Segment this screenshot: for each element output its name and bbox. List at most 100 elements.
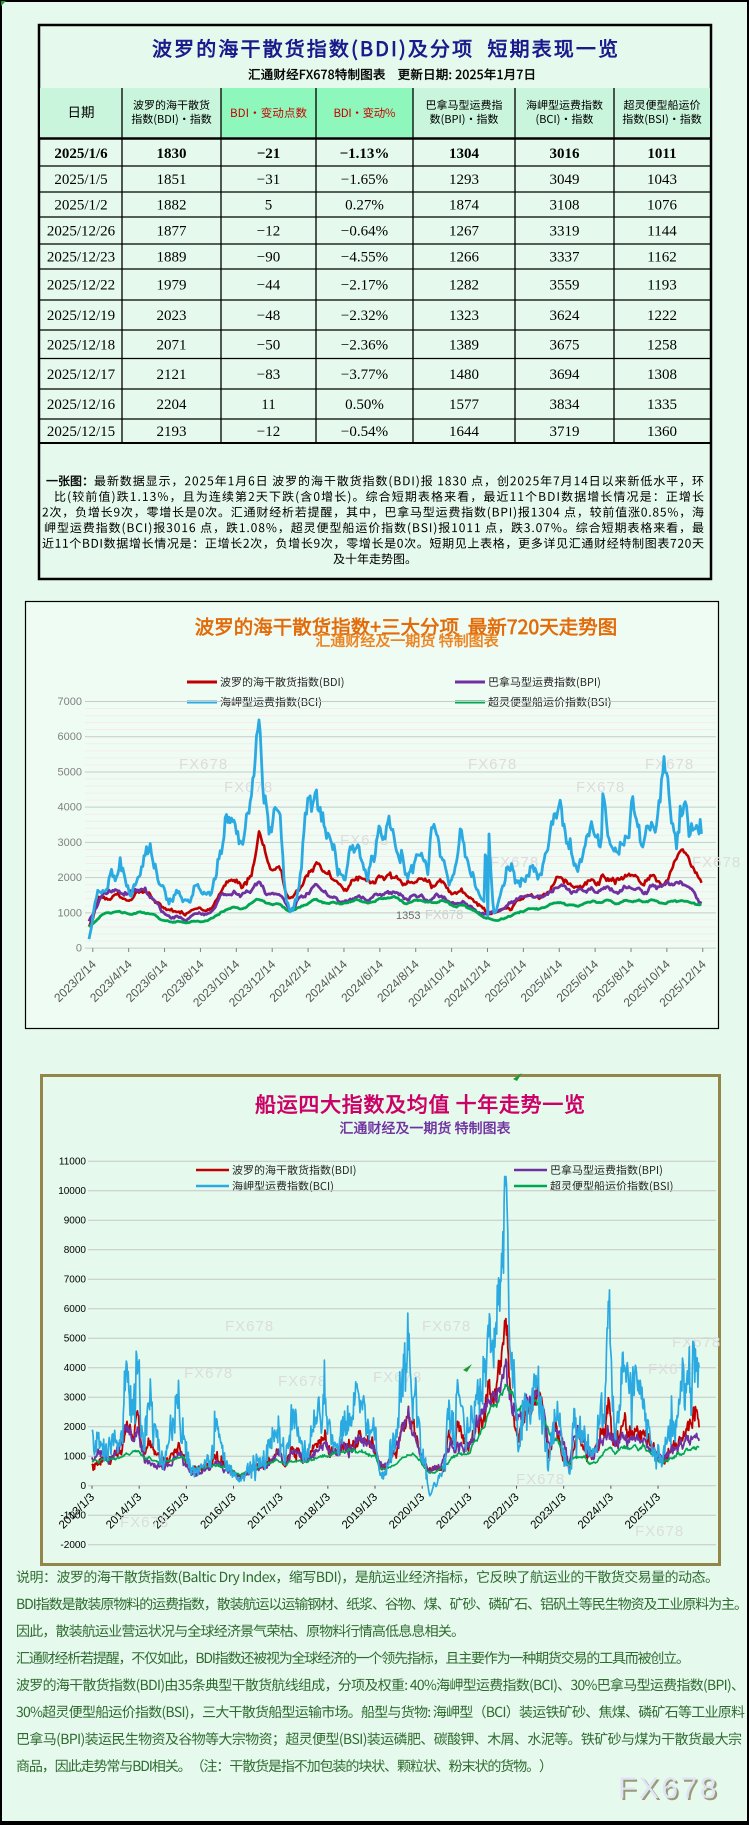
- svg-text:2000: 2000: [58, 872, 82, 884]
- svg-text:5000: 5000: [58, 766, 82, 778]
- svg-text:−31: −31: [257, 172, 280, 188]
- svg-text:2025/12/23: 2025/12/23: [47, 250, 115, 266]
- svg-text:1323: 1323: [449, 308, 479, 324]
- svg-text:1222: 1222: [647, 308, 677, 324]
- svg-text:−90: −90: [257, 250, 280, 266]
- svg-text:2193: 2193: [157, 424, 187, 440]
- svg-text:FX678: FX678: [425, 907, 463, 922]
- svg-text:3049: 3049: [550, 172, 580, 188]
- svg-text:0.27%: 0.27%: [345, 198, 384, 214]
- svg-text:−1.65%: −1.65%: [341, 172, 388, 188]
- svg-text:3319: 3319: [550, 224, 580, 240]
- svg-text:−3.77%: −3.77%: [341, 367, 388, 383]
- svg-text:FX678: FX678: [278, 1373, 327, 1390]
- svg-text:4000: 4000: [64, 1363, 87, 1374]
- svg-text:2025/12/15: 2025/12/15: [47, 424, 115, 440]
- svg-text:1979: 1979: [157, 278, 187, 294]
- svg-text:2025/1/6: 2025/1/6: [54, 146, 108, 162]
- svg-text:3000: 3000: [58, 837, 82, 849]
- svg-text:FX678: FX678: [576, 779, 625, 796]
- svg-text:1480: 1480: [449, 367, 479, 383]
- svg-text:3108: 3108: [550, 198, 580, 214]
- svg-text:2025/12/18: 2025/12/18: [47, 337, 115, 353]
- svg-text:2025/1/5: 2025/1/5: [54, 172, 107, 188]
- svg-text:FX678: FX678: [373, 1369, 422, 1386]
- svg-text:FX678: FX678: [692, 854, 741, 871]
- svg-text:1293: 1293: [449, 172, 479, 188]
- svg-text:1267: 1267: [449, 224, 480, 240]
- svg-text:1043: 1043: [647, 172, 677, 188]
- svg-text:3675: 3675: [550, 337, 580, 353]
- svg-text:FX678: FX678: [468, 756, 517, 773]
- svg-text:FX678: FX678: [179, 756, 228, 773]
- svg-text:−44: −44: [257, 278, 281, 294]
- svg-text:−12: −12: [257, 424, 280, 440]
- svg-text:2025/1/2: 2025/1/2: [54, 198, 107, 214]
- svg-text:5: 5: [265, 198, 273, 214]
- svg-text:0: 0: [80, 1481, 86, 1492]
- svg-text:2121: 2121: [157, 367, 187, 383]
- svg-text:2023: 2023: [157, 308, 187, 324]
- svg-text:2071: 2071: [157, 337, 187, 353]
- svg-text:1830: 1830: [157, 146, 187, 162]
- svg-text:0: 0: [76, 943, 82, 955]
- svg-text:−83: −83: [257, 367, 280, 383]
- svg-text:3337: 3337: [550, 250, 581, 266]
- svg-text:1144: 1144: [647, 224, 677, 240]
- svg-text:1282: 1282: [449, 278, 479, 294]
- svg-text:5000: 5000: [64, 1334, 87, 1345]
- svg-text:2025/12/26: 2025/12/26: [47, 224, 116, 240]
- svg-text:−2.17%: −2.17%: [341, 278, 388, 294]
- svg-text:-2000: -2000: [60, 1540, 86, 1551]
- svg-text:−0.64%: −0.64%: [341, 224, 388, 240]
- svg-text:3000: 3000: [64, 1393, 87, 1404]
- svg-text:7000: 7000: [64, 1275, 87, 1286]
- svg-text:0.50%: 0.50%: [345, 397, 384, 413]
- svg-text:3719: 3719: [550, 424, 580, 440]
- svg-text:−0.54%: −0.54%: [341, 424, 388, 440]
- svg-text:−48: −48: [257, 308, 280, 324]
- svg-text:−1.13%: −1.13%: [340, 146, 390, 162]
- svg-text:4000: 4000: [58, 802, 82, 814]
- svg-text:8000: 8000: [64, 1245, 87, 1256]
- svg-text:1162: 1162: [647, 250, 676, 266]
- svg-text:1877: 1877: [157, 224, 188, 240]
- svg-text:1076: 1076: [647, 198, 678, 214]
- svg-text:1353: 1353: [396, 910, 420, 922]
- svg-text:−50: −50: [257, 337, 280, 353]
- svg-text:1258: 1258: [647, 337, 677, 353]
- svg-text:FX678: FX678: [422, 1318, 471, 1335]
- svg-text:FX678: FX678: [618, 1772, 719, 1805]
- svg-text:FX678: FX678: [225, 1318, 274, 1335]
- svg-text:2025/12/16: 2025/12/16: [47, 397, 116, 413]
- svg-text:FX678: FX678: [516, 1471, 565, 1488]
- svg-text:9000: 9000: [64, 1216, 87, 1227]
- svg-text:6000: 6000: [58, 731, 82, 743]
- svg-text:2204: 2204: [157, 397, 188, 413]
- svg-text:1577: 1577: [449, 397, 480, 413]
- svg-text:1889: 1889: [157, 250, 187, 266]
- svg-text:11: 11: [261, 397, 275, 413]
- svg-text:2025/12/19: 2025/12/19: [47, 308, 115, 324]
- svg-text:1360: 1360: [647, 424, 677, 440]
- svg-text:1304: 1304: [449, 146, 480, 162]
- svg-text:3694: 3694: [550, 367, 581, 383]
- svg-text:−2.32%: −2.32%: [341, 308, 388, 324]
- svg-text:3834: 3834: [550, 397, 581, 413]
- svg-text:FX678: FX678: [672, 1334, 721, 1351]
- svg-text:FX678: FX678: [645, 756, 694, 773]
- svg-text:1851: 1851: [157, 172, 187, 188]
- svg-text:1644: 1644: [449, 424, 480, 440]
- svg-text:2025/12/22: 2025/12/22: [47, 278, 115, 294]
- svg-text:1193: 1193: [647, 278, 676, 294]
- svg-text:1000: 1000: [64, 1452, 87, 1463]
- svg-text:FX678: FX678: [184, 1365, 233, 1382]
- svg-text:FX678: FX678: [120, 1514, 169, 1531]
- svg-text:11000: 11000: [59, 1157, 87, 1168]
- svg-text:6000: 6000: [64, 1304, 87, 1315]
- svg-text:-1000: -1000: [60, 1511, 86, 1522]
- svg-text:1389: 1389: [449, 337, 479, 353]
- svg-text:2025/12/17: 2025/12/17: [47, 367, 116, 383]
- svg-text:−2.36%: −2.36%: [341, 337, 388, 353]
- svg-text:7000: 7000: [58, 696, 82, 708]
